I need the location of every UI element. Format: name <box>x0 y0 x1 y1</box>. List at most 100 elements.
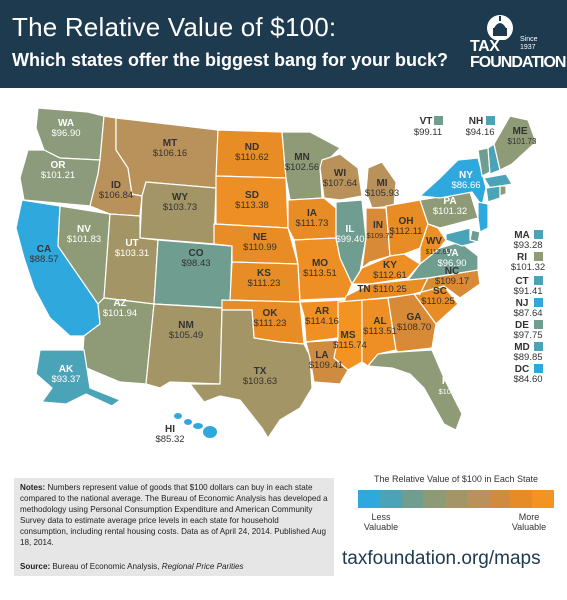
svg-text:$108.70: $108.70 <box>397 322 431 333</box>
label-TX: TX$103.63 <box>243 366 277 387</box>
state-WI <box>319 153 363 201</box>
svg-text:DE: DE <box>515 320 529 331</box>
state-MN <box>281 131 341 201</box>
svg-text:$94.16: $94.16 <box>465 127 494 138</box>
state-FL <box>366 349 463 431</box>
label-ME: ME$101.73 <box>508 126 537 146</box>
svg-text:$103.31: $103.31 <box>115 248 149 259</box>
legend-swatch <box>379 490 402 508</box>
svg-text:$105.49: $105.49 <box>169 330 203 341</box>
side-RI: RI$101.32 <box>511 252 545 273</box>
svg-text:IL: IL <box>346 224 355 235</box>
state-MD <box>445 227 479 247</box>
side-MA: MA$93.28 <box>513 230 543 251</box>
svg-text:TX: TX <box>254 366 267 377</box>
website-link[interactable]: taxfoundation.org/maps <box>342 548 541 569</box>
label-NY: NY$86.66 <box>451 170 480 191</box>
svg-text:$98.43: $98.43 <box>181 258 210 269</box>
state-VA <box>406 241 479 281</box>
svg-text:$101.73: $101.73 <box>508 137 537 146</box>
svg-text:$112.11: $112.11 <box>390 226 423 237</box>
svg-text:AR: AR <box>315 306 330 317</box>
label-GA: GA$108.70 <box>397 312 431 333</box>
svg-text:UT: UT <box>125 238 138 249</box>
svg-text:VA: VA <box>445 248 458 259</box>
label-MS: MS$115.74 <box>333 330 367 351</box>
label-AK: AK$93.37 <box>51 364 80 385</box>
logo-text-foundation: FOUNDATION <box>470 54 566 71</box>
label-WI: WI$107.64 <box>323 168 357 189</box>
svg-text:FL: FL <box>442 376 454 387</box>
svg-text:AL: AL <box>373 316 386 327</box>
svg-text:$85.32: $85.32 <box>155 434 184 445</box>
svg-text:$109.17: $109.17 <box>435 276 469 287</box>
legend-title: The Relative Value of $100 in Each State <box>374 474 538 484</box>
label-MI: MI$105.93 <box>365 178 399 199</box>
svg-text:$113.51: $113.51 <box>303 268 337 279</box>
svg-text:$109.41: $109.41 <box>309 360 343 371</box>
svg-text:$86.66: $86.66 <box>451 180 480 191</box>
label-IL: IL$99.40 <box>335 224 364 245</box>
svg-text:$84.60: $84.60 <box>513 374 542 385</box>
legend-swatch <box>358 490 380 508</box>
svg-text:$106.16: $106.16 <box>153 148 187 159</box>
label-OH: OH$112.11 <box>390 216 423 237</box>
svg-text:$87.64: $87.64 <box>513 308 542 319</box>
state-NM <box>145 303 223 389</box>
svg-text:WY: WY <box>172 192 188 203</box>
svg-text:HI: HI <box>165 424 175 435</box>
svg-text:ND: ND <box>245 142 259 153</box>
state-ME <box>493 115 537 171</box>
callout-NH: NH $94.16 <box>465 116 495 138</box>
label-KS: KS$111.23 <box>248 268 281 289</box>
svg-text:$110.62: $110.62 <box>235 152 269 163</box>
svg-text:RI: RI <box>517 252 527 263</box>
svg-text:PA: PA <box>443 196 456 207</box>
label-CA: CA$88.57 <box>29 244 58 265</box>
svg-text:$96.90: $96.90 <box>51 128 80 139</box>
svg-text:ID: ID <box>111 180 121 191</box>
svg-text:$110.25: $110.25 <box>373 284 407 295</box>
state-CT <box>485 185 501 203</box>
svg-text:$110.25: $110.25 <box>421 296 455 307</box>
label-MO: MO$113.51 <box>303 258 337 279</box>
notes-label: Notes: <box>20 483 46 492</box>
svg-text:SD: SD <box>245 190 259 201</box>
svg-text:$106.84: $106.84 <box>99 190 133 201</box>
svg-text:$105.93: $105.93 <box>365 188 399 199</box>
label-UT: UT$103.31 <box>115 238 149 259</box>
svg-text:$111.23: $111.23 <box>248 278 281 289</box>
svg-text:NJ: NJ <box>516 298 529 309</box>
label-MT: MT$106.16 <box>153 138 187 159</box>
label-ND: ND$110.62 <box>235 142 269 163</box>
svg-text:AK: AK <box>59 364 74 375</box>
svg-text:$93.28: $93.28 <box>513 240 542 251</box>
svg-text:ME: ME <box>513 126 528 137</box>
label-HI: HI$85.32 <box>155 424 184 445</box>
label-ID: ID$106.84 <box>99 180 133 201</box>
label-AR: AR$114.16 <box>305 306 339 327</box>
legend-swatch <box>401 490 424 508</box>
svg-text:$101.21: $101.21 <box>41 170 75 181</box>
svg-text:$99.40: $99.40 <box>335 234 364 245</box>
label-NV: NV$101.83 <box>67 224 101 245</box>
svg-text:KS: KS <box>257 268 271 279</box>
legend-swatch <box>445 490 467 508</box>
side-NJ: NJ$87.64 <box>513 298 543 319</box>
label-LA: LA$109.41 <box>309 350 343 371</box>
label-VA: VA$96.90 <box>437 248 466 269</box>
logo-year: 1937 <box>520 44 536 51</box>
label-TN: TN $110.25 <box>357 284 406 295</box>
state-AK <box>35 349 122 407</box>
svg-text:WI: WI <box>334 168 346 179</box>
svg-text:WA: WA <box>58 118 74 129</box>
svg-text:CA: CA <box>37 244 51 255</box>
svg-text:$111.23: $111.23 <box>254 318 287 329</box>
svg-text:TN: TN <box>357 284 370 295</box>
svg-text:NC: NC <box>445 266 459 277</box>
svg-text:GA: GA <box>407 312 422 323</box>
svg-text:$101.32: $101.32 <box>433 206 467 217</box>
side-CT: CT$91.41 <box>513 276 543 297</box>
svg-text:AZ: AZ <box>113 298 126 309</box>
legend-more-label: More Valuable <box>511 512 547 532</box>
